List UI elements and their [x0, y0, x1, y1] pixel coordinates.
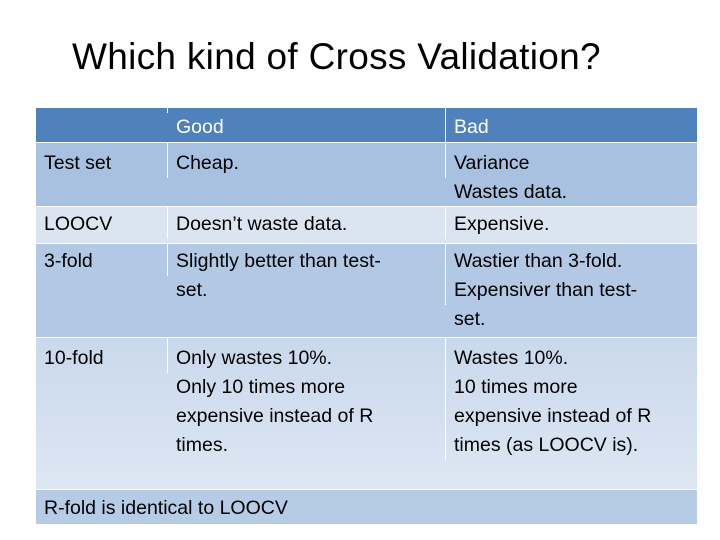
- bad-cell: Wastes 10%. 10 times more expensive inst…: [454, 347, 652, 456]
- bad-cell: Variance Wastes data.: [454, 152, 568, 203]
- row-label: Test set: [36, 143, 168, 178]
- bad-cell: Wastier than 3-fold. Expensiver than tes…: [454, 250, 638, 330]
- header-cell-good: Good: [168, 108, 446, 142]
- good-cell: Cheap.: [168, 143, 446, 178]
- comparison-table: Good Bad Test set Cheap. Variance Wastes…: [36, 108, 697, 524]
- good-cell: Only wastes 10%. Only 10 times more expe…: [168, 338, 446, 460]
- table-row: LOOCV Doesn’t waste data. Expensive.: [36, 207, 697, 244]
- good-cell: Doesn’t waste data.: [168, 207, 446, 239]
- table-header-row: Good Bad: [36, 108, 697, 143]
- table-row: 3-fold Slightly better than test- set. W…: [36, 244, 697, 338]
- row-label: 3-fold: [36, 244, 168, 276]
- bad-cell: Expensive.: [454, 213, 550, 235]
- row-label: LOOCV: [36, 207, 168, 239]
- footer-note: R-fold is identical to LOOCV: [44, 497, 288, 519]
- table-row: Test set Cheap. Variance Wastes data.: [36, 143, 697, 207]
- good-cell: Slightly better than test- set.: [168, 244, 446, 305]
- table-footer-row: R-fold is identical to LOOCV: [36, 490, 697, 524]
- header-cell-empty: [36, 108, 168, 113]
- table-row: 10-fold Only wastes 10%. Only 10 times m…: [36, 338, 697, 490]
- row-label: 10-fold: [36, 338, 168, 373]
- header-cell-bad: Bad: [454, 116, 489, 138]
- slide-title: Which kind of Cross Validation?: [72, 36, 601, 77]
